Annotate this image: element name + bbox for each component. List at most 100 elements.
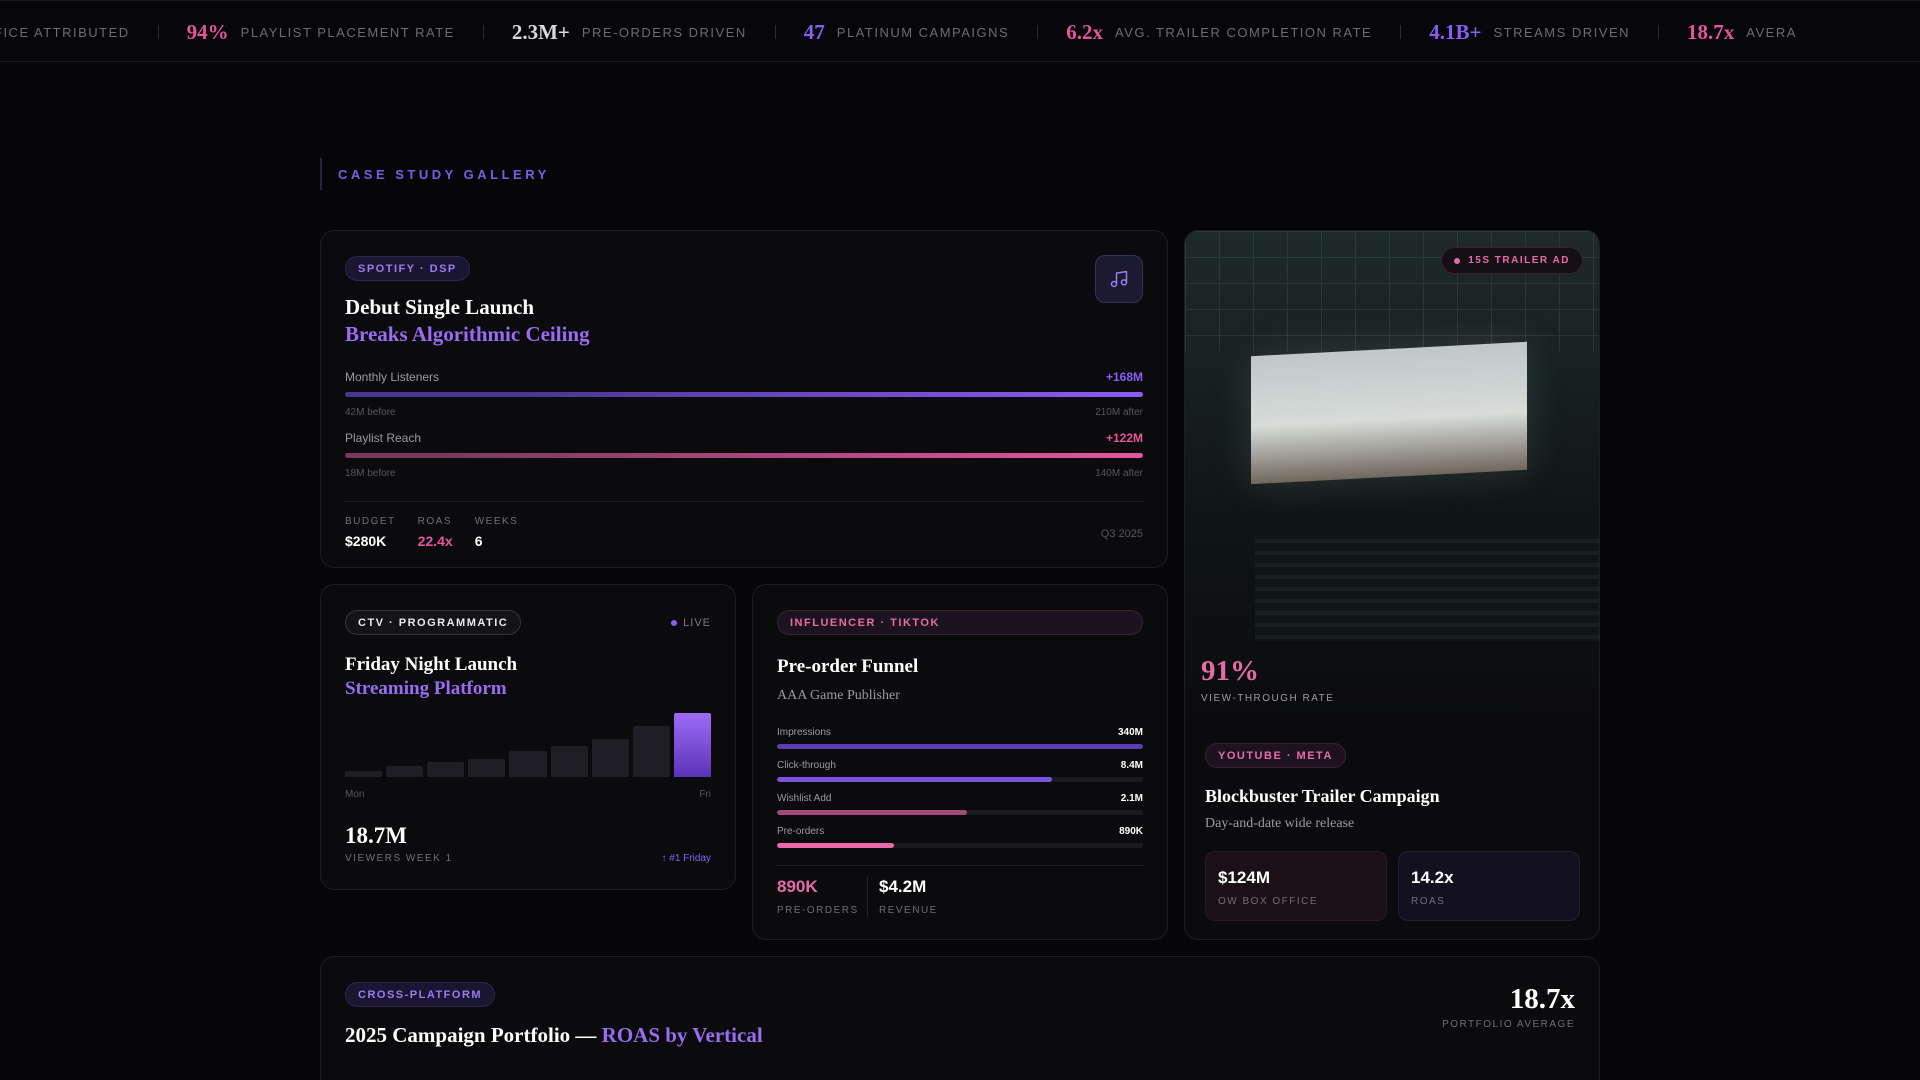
funnel-track (777, 777, 1143, 782)
viewers-value: 18.7M (345, 823, 407, 848)
metric-bar (345, 453, 1143, 458)
ticker-label: STREAMS DRIVEN (1493, 24, 1631, 40)
portfolio-value: 18.7x (1509, 983, 1575, 1015)
funnel-case-card[interactable]: INFLUENCER · TIKTOK Pre-order Funnel AAA… (752, 584, 1168, 940)
funnel-step: Impressions 340M (777, 727, 1143, 749)
campaign-stat: ROAS 22.4x (417, 516, 453, 549)
funnel-step: Click-through 8.4M (777, 760, 1143, 782)
ticker-item: 94% PLAYLIST PLACEMENT RATE (130, 20, 455, 45)
ticker-value: 94% (186, 19, 229, 44)
funnel-track (777, 744, 1143, 749)
cinema-screen (1251, 341, 1527, 485)
vtr-caption: VIEW-THROUGH RATE (1201, 693, 1335, 704)
live-indicator: LIVE (671, 617, 711, 629)
campaign-stat: WEEKS 6 (474, 516, 519, 549)
viewer-bar (673, 713, 711, 777)
viewer-bar (386, 766, 424, 777)
card-title: 2025 Campaign Portfolio — ROAS by Vertic… (345, 1023, 763, 1047)
ticker-divider (774, 25, 776, 39)
card-subtitle: Breaks Algorithmic Ceiling (345, 322, 590, 346)
growth-metric: Playlist Reach +122M 18M before 140M after (345, 431, 1143, 479)
music-icon-button[interactable] (1095, 255, 1143, 303)
growth-metric: Monthly Listeners +168M 42M before 210M aft… (345, 370, 1143, 418)
card-title: Debut Single Launch (345, 295, 535, 319)
ticker-label: AVERA (1746, 24, 1797, 40)
ticker-item: 6.2x AVG. TRAILER COMPLETION RATE (1009, 20, 1372, 45)
ctv-case-card[interactable]: CTV · PROGRAMMATIC LIVE Friday Night Lau… (320, 584, 736, 890)
portfolio-caption: PORTFOLIO AVERAGE (1442, 1019, 1575, 1030)
funnel-track (777, 843, 1143, 848)
card-title: Pre-order Funnel (777, 656, 919, 677)
metric-before: 18M before (345, 468, 396, 479)
campaign-date: Q3 2025 (1100, 528, 1143, 540)
preorders-stat: 890K PRE-ORDERS (777, 877, 859, 916)
music-note-icon (1110, 270, 1128, 288)
viewer-bar (509, 751, 547, 777)
bar-axis: Mon Fri (345, 789, 711, 800)
metric-name: Playlist Reach (345, 431, 422, 445)
card-subtitle: Streaming Platform (345, 678, 507, 699)
metric-before: 42M before (345, 407, 396, 418)
stats-ticker: FICE ATTRIBUTED 94% PLAYLIST PLACEMENT RAT… (0, 0, 1920, 62)
badge-dot-icon (1454, 257, 1461, 264)
live-dot-icon (671, 620, 678, 626)
platform-tag: INFLUENCER · TIKTOK (777, 610, 1143, 635)
ticker-divider (1037, 25, 1039, 39)
section-label: CASE STUDY GALLERY (320, 158, 550, 190)
divider (777, 865, 1143, 866)
spotify-case-card[interactable]: SPOTIFY · DSP Debut Single Launch Breaks… (320, 230, 1168, 568)
platform-tag: YOUTUBE · META (1205, 743, 1346, 768)
platform-tag: CROSS-PLATFORM (345, 982, 496, 1007)
card-title: Friday Night Launch (345, 654, 518, 675)
ticker-item: 47 PLATINUM CAMPAIGNS (747, 20, 1009, 45)
funnel-step: Pre-orders 890K (777, 826, 1143, 848)
box-office-kpi: $124M OW BOX OFFICE (1205, 851, 1387, 921)
viewer-bar (427, 761, 465, 777)
ticker-label: FICE ATTRIBUTED (0, 24, 130, 40)
metric-name: Monthly Listeners (345, 370, 440, 384)
ticker-label: AVG. TRAILER COMPLETION RATE (1114, 24, 1373, 40)
campaign-stats: BUDGET $280K ROAS 22.4x WEEKS 6 Q3 2025 (345, 501, 1143, 549)
ticker-item: 2.3M+ PRE-ORDERS DRIVEN (455, 20, 747, 45)
ticker-divider (1658, 25, 1660, 39)
roas-kpi: 14.2x ROAS (1398, 851, 1580, 921)
ticker-item: 4.1B+ STREAMS DRIVEN (1372, 20, 1630, 45)
viewer-bar (468, 759, 506, 777)
trailer-case-card[interactable]: 15S TRAILER AD 91% VIEW-THROUGH RATE YOU… (1184, 230, 1600, 940)
ticker-divider (482, 25, 484, 39)
trailer-badge: 15S TRAILER AD (1441, 247, 1583, 274)
funnel-fill (777, 843, 895, 848)
ticker-item: FICE ATTRIBUTED (0, 25, 130, 40)
ticker-label: PLATINUM CAMPAIGNS (836, 24, 1010, 40)
funnel-fill (777, 777, 1052, 782)
viewer-bar (632, 725, 670, 777)
metric-bar (345, 392, 1143, 397)
ticker-track: FICE ATTRIBUTED 94% PLAYLIST PLACEMENT RAT… (0, 1, 1797, 61)
card-title: Blockbuster Trailer Campaign (1205, 786, 1440, 806)
metric-delta: +122M (1105, 431, 1143, 445)
cinema-seats (1255, 531, 1599, 641)
axis-start-label: Mon (345, 789, 365, 800)
ticker-value: 47 (803, 19, 825, 44)
viewer-bar (345, 770, 383, 777)
portfolio-card[interactable]: CROSS-PLATFORM 2025 Campaign Portfolio —… (320, 956, 1600, 1080)
ticker-label: PRE-ORDERS DRIVEN (581, 24, 747, 40)
ticker-item: 18.7x AVERA (1630, 20, 1797, 45)
funnel-step: Wishlist Add 2.1M (777, 793, 1143, 815)
funnel-track (777, 810, 1143, 815)
ticker-divider (1400, 25, 1402, 39)
ticker-label: PLAYLIST PLACEMENT RATE (240, 24, 455, 40)
ticker-value: 18.7x (1687, 19, 1735, 44)
stat-divider (867, 877, 868, 917)
viewer-bar (550, 746, 588, 777)
revenue-stat: $4.2M REVENUE (879, 877, 938, 916)
cinema-photo (1185, 231, 1599, 721)
card-subtitle: Day-and-date wide release (1205, 816, 1355, 831)
ticker-value: 6.2x (1066, 19, 1103, 44)
platform-tag: CTV · PROGRAMMATIC (345, 610, 522, 635)
funnel-fill (777, 744, 1143, 749)
ticker-value: 2.3M+ (511, 19, 570, 44)
viewer-bar (591, 738, 629, 777)
platform-tag: SPOTIFY · DSP (345, 256, 470, 281)
rank-badge: ↑ #1 Friday (661, 853, 711, 864)
